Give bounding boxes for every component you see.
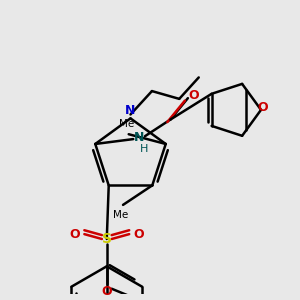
Text: O: O [188, 89, 199, 102]
Text: Me: Me [113, 210, 129, 220]
Text: O: O [258, 101, 268, 114]
Text: S: S [102, 232, 112, 246]
Text: O: O [69, 228, 80, 241]
Text: N: N [134, 130, 144, 144]
Text: O: O [134, 228, 144, 241]
Text: H: H [140, 144, 148, 154]
Text: Me: Me [119, 119, 134, 130]
Text: N: N [125, 104, 136, 117]
Text: O: O [101, 285, 112, 298]
